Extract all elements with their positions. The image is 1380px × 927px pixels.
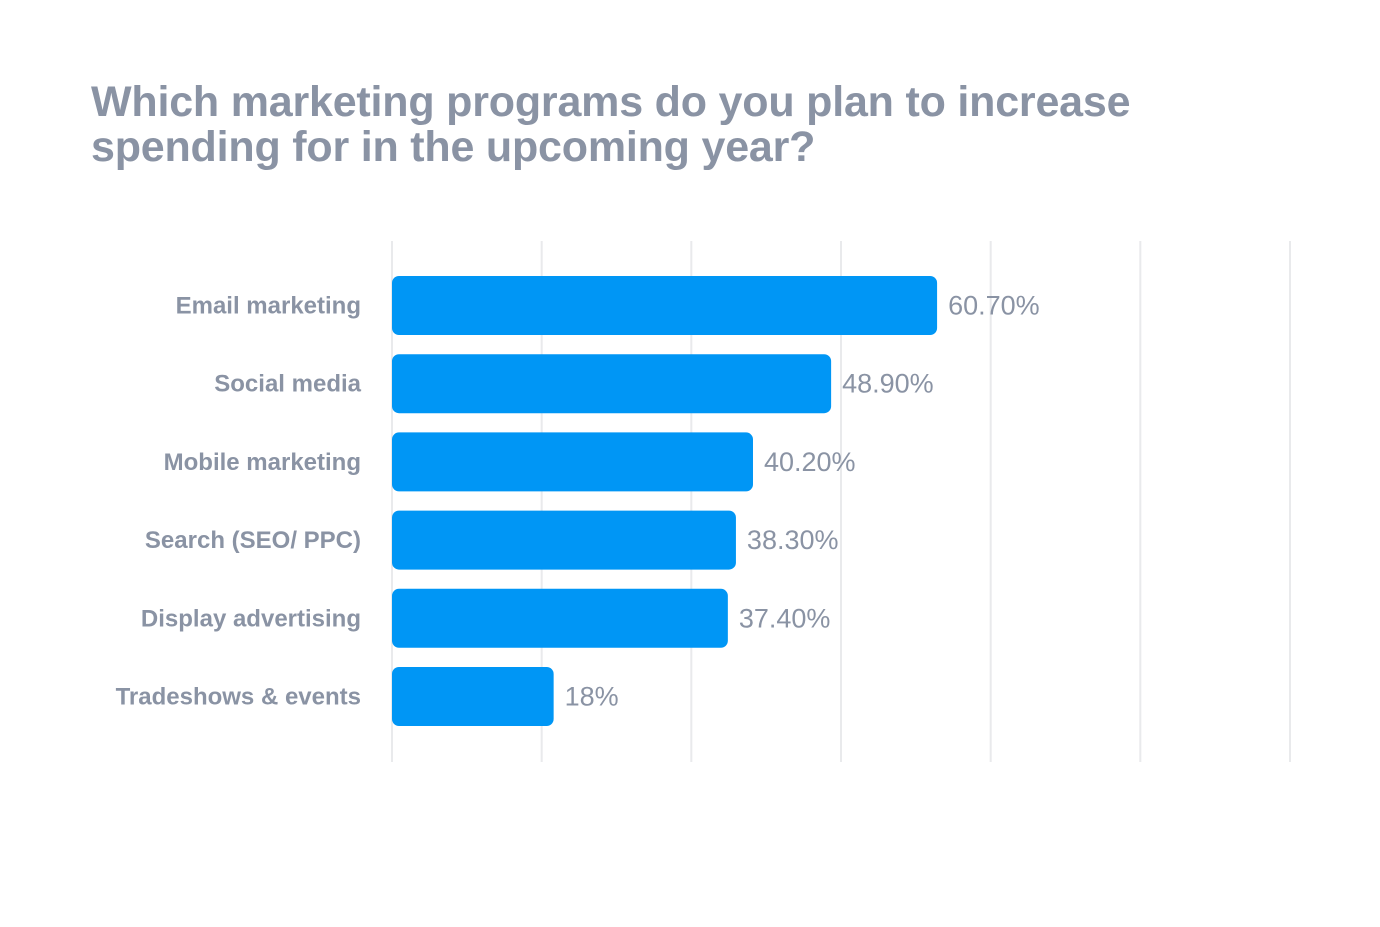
bars [392,276,938,726]
value-label-2: 40.20% [764,447,856,477]
category-label-4: Display advertising [141,605,361,632]
category-labels: Email marketing Social media Mobile market… [116,293,362,711]
value-label-3: 38.30% [747,525,839,555]
value-label-4: 37.40% [739,603,831,633]
bar-4 [392,588,728,648]
chart-title: Which marketing programs do you plan to … [91,78,1131,171]
bar-5 [392,667,554,726]
bar-0 [392,276,938,335]
category-label-1: Social media [214,371,361,398]
bar-2 [392,432,753,492]
category-label-0: Email marketing [176,293,361,320]
value-label-5: 18% [565,682,619,712]
category-label-2: Mobile marketing [164,449,361,476]
value-label-0: 60.70% [948,291,1040,321]
value-label-1: 48.90% [842,369,934,399]
category-label-3: Search (SEO/ PPC) [145,527,361,554]
value-labels: 60.70% 48.90% 40.20% 38.30% 37.40% 18% [565,291,1040,712]
category-label-5: Tradeshows & events [116,684,361,711]
bar-3 [392,510,736,570]
bar-1 [392,354,832,414]
